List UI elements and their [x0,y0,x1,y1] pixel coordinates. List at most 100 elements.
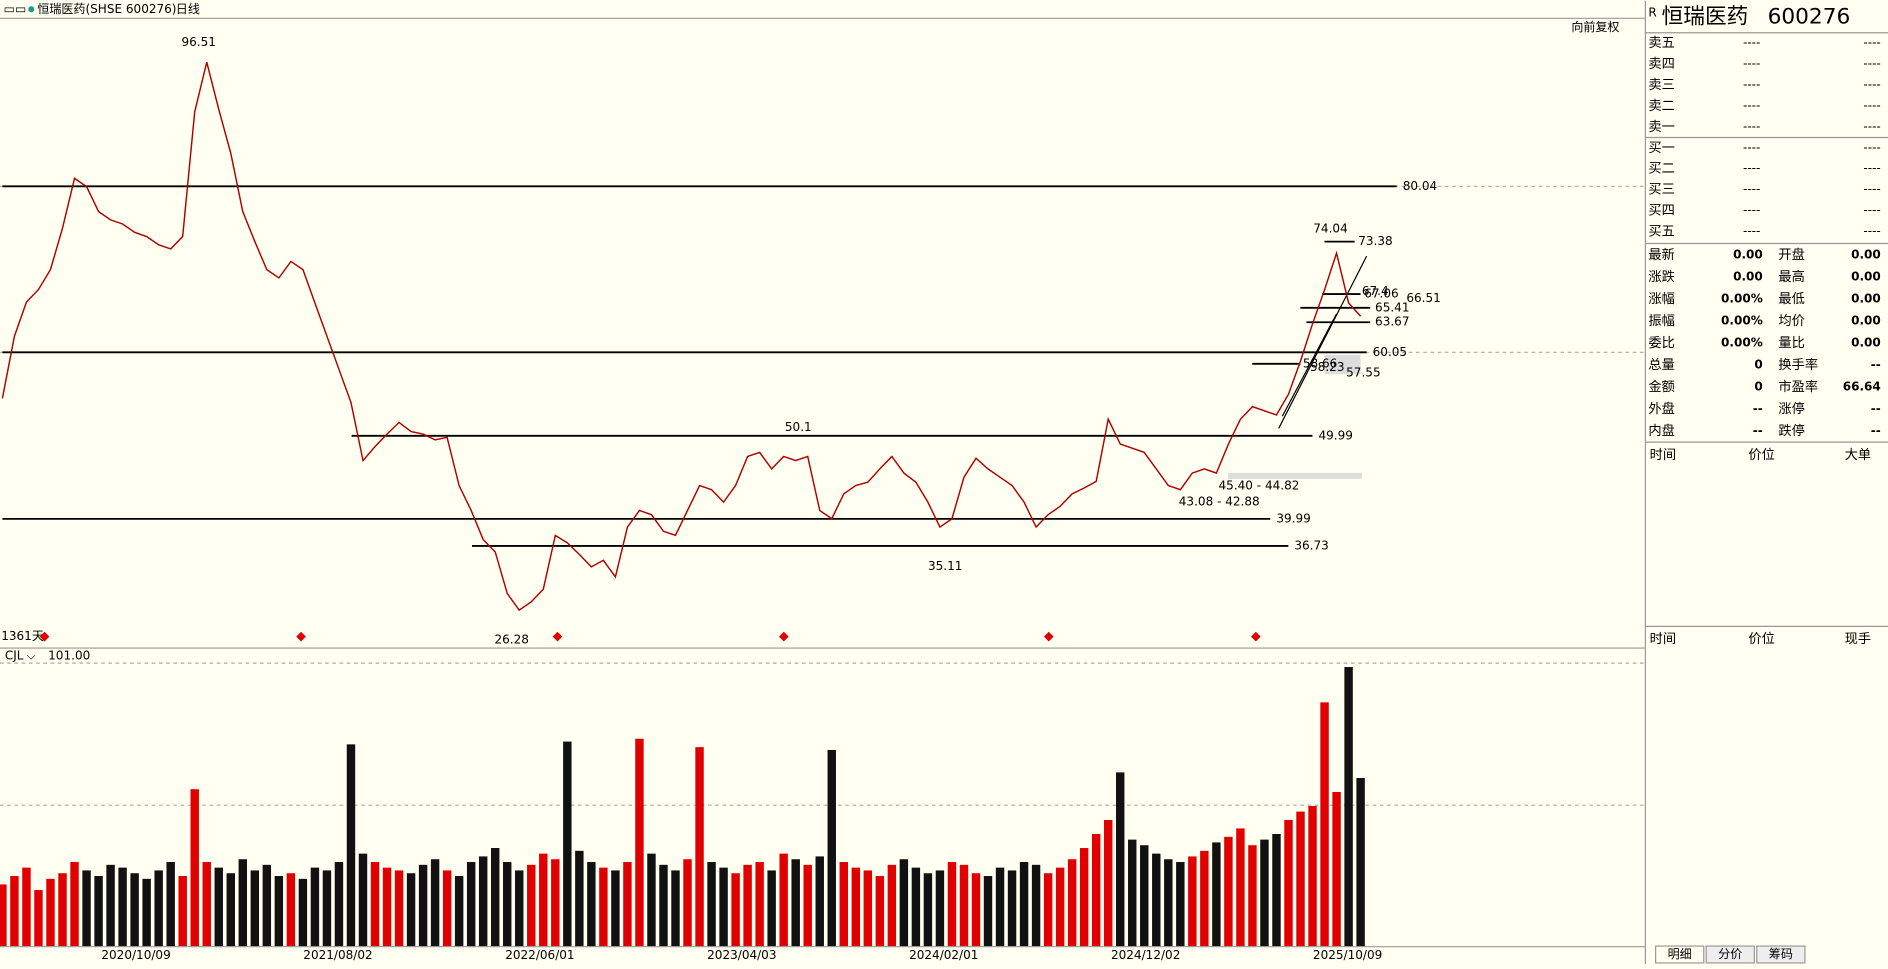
volume-bar [1079,848,1089,947]
volume-bar [238,859,248,947]
book-label: 卖二 [1648,98,1674,114]
low-label: 35.11 [928,559,962,573]
stat-label: 换手率 [1778,356,1818,373]
event-marker[interactable] [1043,631,1054,642]
indicator-menu[interactable]: ⌵ [26,648,35,662]
volume-bar [1356,777,1365,947]
tab-label[interactable]: 明细 [1668,947,1692,961]
volume-bar [515,870,524,947]
volume-bar [527,864,536,947]
adjust-label[interactable]: 向前复权 [1571,19,1619,34]
book-volume: ---- [1863,98,1880,112]
period-selector[interactable]: 日线 [176,2,200,16]
volume-bar [1091,834,1101,947]
volume-bar [791,859,800,947]
book-label: 卖三 [1648,77,1674,93]
volume-bar [346,744,356,947]
tab-label[interactable]: 筹码 [1769,947,1793,961]
book-label: 卖四 [1648,56,1674,72]
x-tick-label: 2024/02/01 [909,948,978,962]
tab-label[interactable]: 分价 [1718,947,1742,961]
volume-bar [178,876,187,947]
volume-bar [154,870,163,947]
book-price: ---- [1743,182,1760,196]
price-line [1,61,1362,612]
volume-bar [1152,853,1161,947]
level-label: 60.05 [1373,345,1407,359]
x-tick-label: 2023/04/03 [707,948,776,962]
book-label: 买五 [1648,224,1674,240]
volume-bar [767,870,776,947]
volume-bar [1344,667,1353,947]
stat-label: 均价 [1778,313,1804,329]
volume-bar [382,867,392,947]
volume-bar [1296,811,1305,947]
volume-bar [1116,772,1125,947]
book-price: ---- [1743,224,1760,238]
event-marker[interactable] [296,631,306,642]
volume-bar [587,862,596,947]
stat-value: 0.00 [1733,247,1763,261]
stat-label: 委比 [1648,335,1674,351]
window-icon[interactable]: ▭▭ [4,2,27,16]
volume-bar [130,873,139,947]
stat-value: 0 [1754,380,1762,394]
book-volume: ---- [1863,77,1880,91]
volume-bar [1176,862,1185,947]
range-label: 45.40 - 44.82 [1219,479,1300,493]
volume-bar [875,876,885,947]
volume-bar [983,876,993,947]
tab[interactable] [1705,945,1755,964]
volume-bar [851,867,861,947]
stat-value: 0.00 [1851,269,1881,283]
header-title: 恒瑞医药(SHSE 600276) [37,2,176,16]
trend-line [1281,313,1338,417]
stat-label: 内盘 [1648,422,1674,439]
stat-label: 涨停 [1778,400,1804,417]
book-volume: ---- [1863,224,1880,238]
volume-bar [310,867,320,947]
volume-bar [142,878,151,947]
stat-value: -- [1753,424,1763,438]
event-marker[interactable] [39,631,50,642]
stat-value: 66.64 [1843,380,1881,394]
volume-bar [1200,850,1209,947]
event-marker[interactable] [1251,631,1261,642]
indicator-name[interactable]: CJL [5,648,24,662]
volume-bar [635,738,644,947]
volume-bar [442,870,452,947]
stat-label: 量比 [1778,335,1804,351]
quote-name: 恒瑞医药 [1662,5,1749,30]
stat-label: 外盘 [1648,400,1674,417]
stat-value: 0.00 [1851,247,1881,261]
volume-bar [611,870,620,947]
tab[interactable] [1756,945,1806,964]
list-header: 大单 [1845,447,1871,463]
event-marker[interactable] [552,631,563,642]
zone-shade [1324,354,1361,375]
volume-bar [539,853,548,947]
volume-bar [418,864,428,947]
book-label: 买四 [1648,203,1674,219]
tab[interactable] [1655,945,1705,964]
volume-bar [1272,834,1281,947]
volume-bar [70,862,79,947]
level-label: 63.67 [1375,315,1409,329]
list-header: 时间 [1650,631,1676,647]
volume-bar [863,870,873,947]
volume-bar [1284,820,1293,947]
volume-bar [334,862,344,947]
volume-bar [719,867,728,947]
book-price: ---- [1743,161,1760,175]
volume-bar [707,862,716,947]
stat-label: 最高 [1778,268,1804,285]
book-price: ---- [1743,98,1760,112]
stat-value: 0 [1754,358,1762,372]
volume-bar [563,741,572,947]
stat-label: 总量 [1648,357,1674,373]
volume-top-label: 101.00 [48,648,90,662]
book-price: ---- [1743,77,1760,91]
volume-bar [503,862,512,947]
event-marker[interactable] [779,631,789,642]
